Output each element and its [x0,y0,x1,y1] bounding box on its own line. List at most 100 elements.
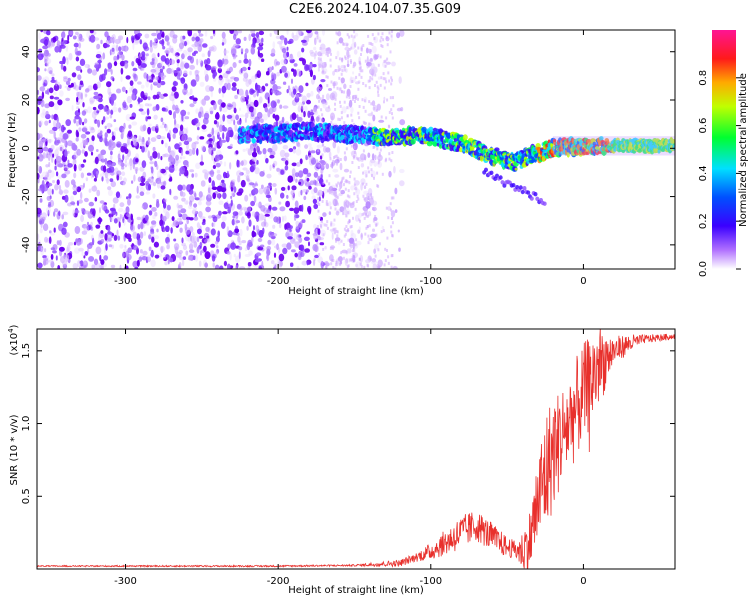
noise-streak [361,213,364,217]
noise-blob [235,220,240,224]
noise-blob [126,213,132,218]
noise-blob [205,200,212,206]
noise-blob [132,70,136,75]
noise-blob [37,172,40,180]
noise-blob [339,162,343,171]
noise-streak [380,36,383,40]
noise-blob [242,92,245,99]
noise-blob [257,46,264,51]
noise-streak [368,224,371,228]
noise-blob [147,96,151,101]
noise-blob [129,80,134,86]
noise-blob [88,125,92,131]
noise-blob [180,100,184,104]
noise-blob [48,87,54,94]
noise-blob [71,142,76,151]
noise-blob [319,242,325,246]
noise-blob [301,95,307,103]
noise-blob [103,165,107,173]
noise-blob [153,241,159,248]
noise-blob [59,146,63,151]
noise-streak [322,94,325,98]
noise-blob [195,108,199,114]
noise-blob [148,246,152,252]
noise-streak [334,108,337,111]
noise-blob [137,96,141,105]
noise-streak [360,53,362,56]
noise-blob [205,141,210,145]
noise-blob [134,167,139,172]
noise-blob [203,59,208,65]
noise-blob [276,71,280,77]
noise-streak [377,248,380,252]
noise-blob [233,77,240,82]
noise-streak [325,179,328,183]
noise-blob [270,100,277,109]
noise-blob [137,58,142,66]
noise-blob [131,121,138,126]
noise-blob [122,182,126,186]
noise-blob [398,76,402,84]
noise-blob [193,203,198,208]
noise-streak [353,146,356,150]
noise-blob [195,74,200,82]
noise-blob [87,106,92,114]
noise-blob [37,262,43,269]
noise-streak [373,176,375,180]
noise-blob [147,103,152,107]
noise-blob [151,207,157,212]
noise-blob [198,111,202,119]
noise-blob [262,113,268,121]
noise-blob [212,30,216,35]
noise-blob [150,226,154,230]
noise-blob [91,135,95,142]
noise-streak [391,234,394,238]
noise-blob [97,103,104,110]
noise-blob [371,100,376,107]
noise-blob [355,214,359,222]
noise-blob [284,165,289,171]
noise-blob [156,228,159,233]
noise-streak [384,247,387,251]
noise-streak [391,30,393,34]
noise-blob [45,90,48,95]
noise-blob [296,265,300,269]
noise-blob [55,147,60,151]
noise-blob [319,155,323,160]
noise-blob [142,202,149,210]
noise-blob [221,42,225,46]
ridge-blob [307,132,311,136]
noise-blob [46,88,50,95]
noise-blob [318,196,321,202]
noise-streak [324,262,327,266]
noise-blob [294,252,299,258]
noise-blob [145,53,149,57]
noise-blob [139,53,142,58]
noise-blob [255,202,260,207]
noise-blob [296,162,301,167]
noise-streak [357,97,359,101]
noise-blob [367,113,374,117]
noise-blob [246,211,251,219]
noise-blob [303,195,307,201]
noise-blob [173,243,180,251]
noise-blob [286,242,292,250]
noise-blob [155,124,159,129]
noise-blob [188,256,192,261]
noise-blob [293,232,298,241]
noise-blob [232,211,239,217]
noise-blob [77,38,80,42]
noise-streak [382,229,385,233]
noise-blob [230,48,237,56]
noise-blob [258,266,262,269]
noise-streak [345,199,348,203]
noise-streak [346,265,349,269]
noise-blob [222,58,225,65]
noise-blob [283,215,287,222]
noise-streak [365,226,368,230]
noise-blob [70,195,74,202]
noise-streak [390,196,393,200]
noise-streak [350,243,353,246]
noise-blob [175,154,180,161]
noise-blob [231,82,237,88]
